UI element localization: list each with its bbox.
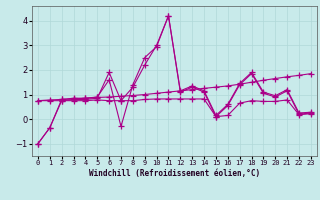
X-axis label: Windchill (Refroidissement éolien,°C): Windchill (Refroidissement éolien,°C) <box>89 169 260 178</box>
